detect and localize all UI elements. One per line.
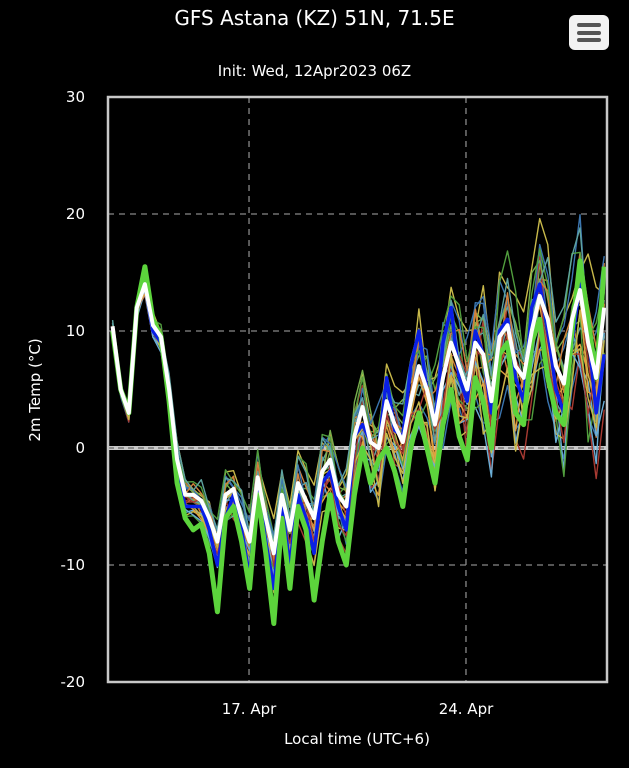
y-tick-label: -10	[61, 556, 86, 574]
y-tick-label: 30	[66, 88, 85, 106]
ensemble-member-line	[111, 227, 605, 541]
menu-bar	[577, 30, 601, 35]
menu-bar	[577, 38, 601, 42]
menu-bar	[577, 23, 601, 27]
x-tick-label: 17. Apr	[222, 700, 277, 718]
ensemble-member-line	[111, 294, 605, 592]
y-axis-label: 2m Temp (°C)	[26, 338, 44, 441]
hamburger-menu-icon[interactable]	[569, 15, 609, 50]
y-tick-label: 20	[66, 205, 85, 223]
y-tick-label: 10	[66, 322, 85, 340]
ensemble-member-line	[111, 247, 605, 546]
plot-border	[106, 95, 609, 684]
x-axis-label: Local time (UTC+6)	[284, 730, 430, 748]
chart-title: GFS Astana (KZ) 51N, 71.5E	[174, 6, 455, 30]
series-line-operational	[110, 282, 606, 591]
y-tick-label: -20	[61, 673, 86, 691]
y-tick-label: 0	[75, 439, 85, 457]
x-tick-label: 24. Apr	[439, 700, 494, 718]
series-line-control	[110, 258, 607, 626]
series-line-ensemble-mean	[110, 282, 607, 556]
chart-subtitle: Init: Wed, 12Apr2023 06Z	[217, 62, 412, 80]
